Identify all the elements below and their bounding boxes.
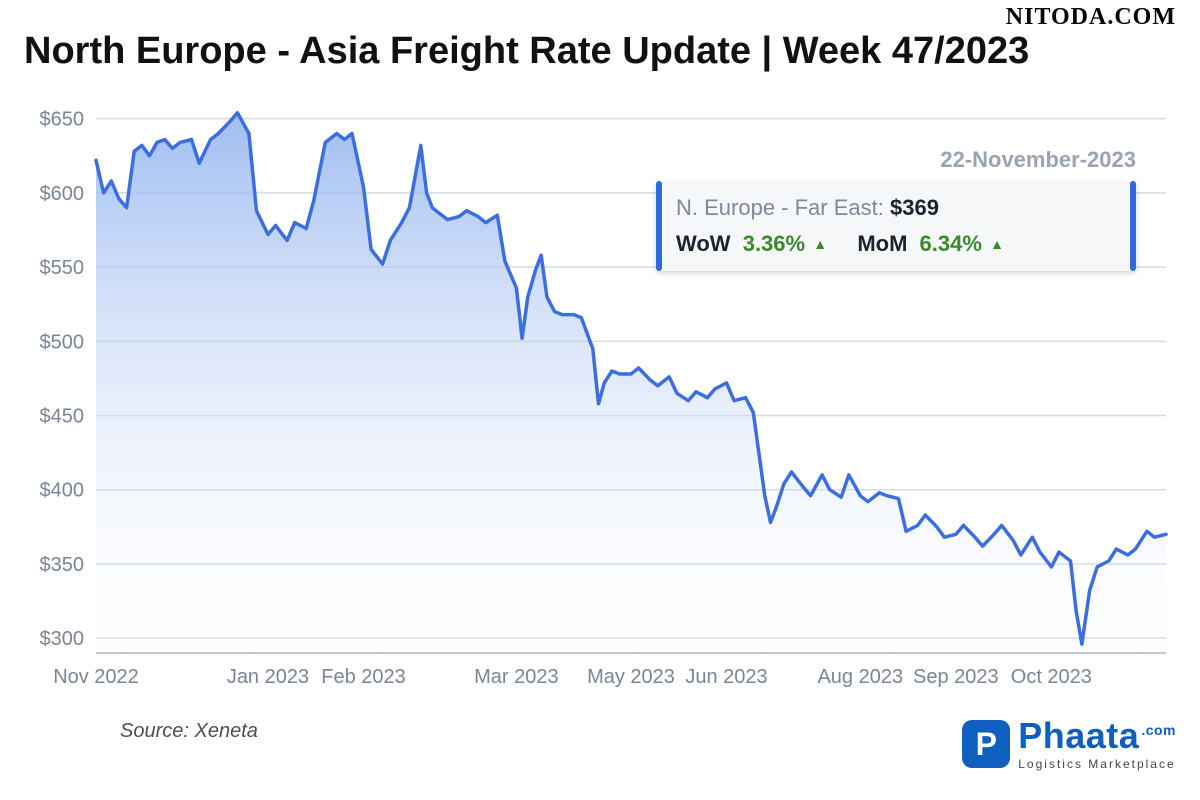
callout-row-route: N. Europe - Far East: $369 xyxy=(676,195,1116,221)
callout-mom-value: 6.34% xyxy=(920,231,982,256)
source-attribution: Source: Xeneta xyxy=(120,720,258,743)
phaata-logo: P Phaata.com Logistics Marketplace xyxy=(962,718,1176,770)
page-root: NITODA.COM North Europe - Asia Freight R… xyxy=(0,0,1200,800)
svg-text:$350: $350 xyxy=(40,554,85,576)
phaata-brand-suffix: .com xyxy=(1141,722,1176,738)
svg-text:$650: $650 xyxy=(40,109,85,131)
svg-text:Sep 2023: Sep 2023 xyxy=(913,666,999,688)
svg-text:$500: $500 xyxy=(40,331,85,353)
callout-price: $369 xyxy=(890,195,939,220)
svg-text:Nov 2022: Nov 2022 xyxy=(53,666,139,688)
callout-wow-value: 3.36% xyxy=(743,231,805,256)
phaata-logo-text: Phaata.com Logistics Marketplace xyxy=(1018,718,1176,770)
svg-text:Mar 2023: Mar 2023 xyxy=(474,666,559,688)
svg-text:Feb 2023: Feb 2023 xyxy=(321,666,406,688)
callout-wow-label: WoW xyxy=(676,231,731,256)
page-title: North Europe - Asia Freight Rate Update … xyxy=(24,30,1176,73)
svg-text:$300: $300 xyxy=(40,628,85,650)
svg-text:$400: $400 xyxy=(40,480,85,502)
svg-text:$450: $450 xyxy=(40,406,85,428)
svg-text:$550: $550 xyxy=(40,257,85,279)
freight-rate-area-chart: $300 $350 $400 $450 $500 $550 $600 $650 Nov 2022… xyxy=(24,81,1176,721)
svg-text:Aug 2023: Aug 2023 xyxy=(817,666,903,688)
chart-container: $300 $350 $400 $450 $500 $550 $600 $650 Nov 2022… xyxy=(24,81,1176,721)
watermark-text: NITODA.COM xyxy=(1006,4,1176,31)
svg-text:May 2023: May 2023 xyxy=(587,666,675,688)
svg-text:Jan 2023: Jan 2023 xyxy=(227,666,309,688)
callout-row-changes: WoW 3.36% ▲ MoM 6.34% ▲ xyxy=(676,231,1116,257)
phaata-tagline: Logistics Marketplace xyxy=(1018,758,1176,770)
up-triangle-icon: ▲ xyxy=(990,236,1004,252)
rate-callout-card: N. Europe - Far East: $369 WoW 3.36% ▲ M… xyxy=(656,181,1136,271)
svg-text:Jun 2023: Jun 2023 xyxy=(685,666,767,688)
up-triangle-icon: ▲ xyxy=(813,236,827,252)
svg-text:$600: $600 xyxy=(40,183,85,205)
phaata-brand-name: Phaata xyxy=(1018,715,1139,756)
callout-mom-label: MoM xyxy=(857,231,907,256)
callout-route-label: N. Europe - Far East: xyxy=(676,195,884,220)
svg-text:Oct 2023: Oct 2023 xyxy=(1011,666,1092,688)
callout-date: 22-November-2023 xyxy=(940,147,1136,173)
phaata-logo-mark: P xyxy=(962,720,1010,768)
